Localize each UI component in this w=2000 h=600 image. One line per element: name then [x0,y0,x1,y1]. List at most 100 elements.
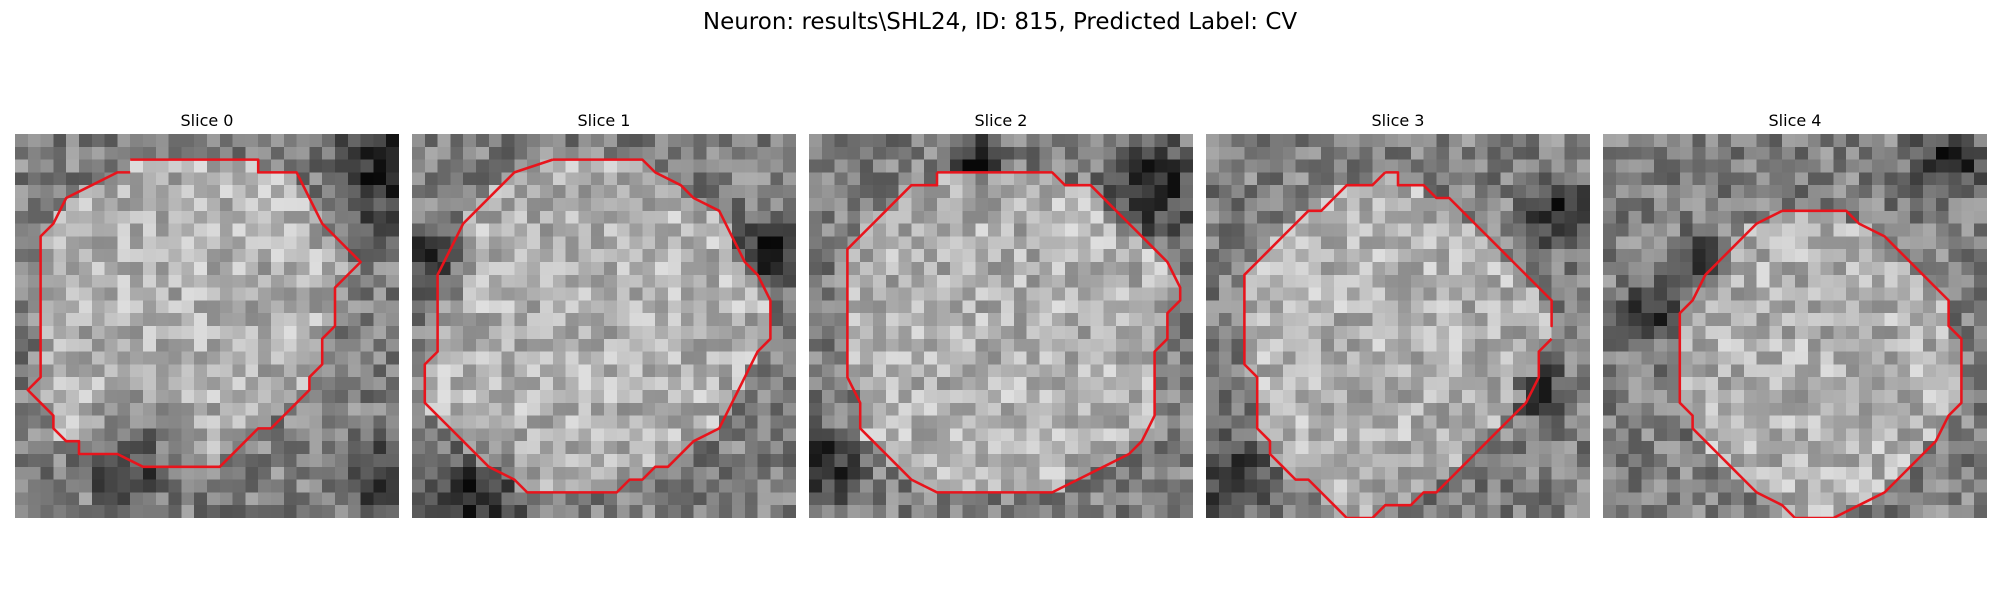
image-pixel [1487,505,1501,518]
image-pixel [1526,454,1539,467]
image-pixel [245,492,259,506]
image-pixel [1295,415,1309,429]
image-pixel [1013,236,1027,250]
image-pixel [783,364,796,378]
image-pixel [860,441,873,454]
image-pixel [360,249,374,262]
image-pixel [450,210,464,224]
image-pixel [924,466,937,480]
image-pixel [975,159,989,173]
image-pixel [476,428,489,442]
image-pixel [143,274,156,288]
image-pixel [1090,441,1104,454]
image-pixel [1039,300,1053,314]
image-pixel [962,249,976,262]
image-pixel [1731,313,1744,326]
image-pixel [412,172,425,186]
image-pixel [1974,262,1987,275]
image-pixel [693,454,707,467]
image-pixel [1859,505,1872,518]
image-pixel [271,351,284,365]
image-pixel [1244,210,1258,224]
image-pixel [476,351,489,365]
image-pixel [1603,415,1616,429]
image-pixel [860,210,873,224]
image-pixel [680,377,694,390]
image-pixel [117,287,131,301]
image-pixel [1372,223,1386,237]
image-pixel [949,479,963,493]
image-pixel [1743,185,1757,198]
image-pixel [1052,236,1065,250]
image-pixel [168,377,182,390]
image-pixel [1667,390,1680,403]
image-pixel [1769,274,1783,288]
image-pixel [155,364,169,378]
image-pixel [629,274,643,288]
image-pixel [988,223,1001,237]
image-pixel [450,505,464,518]
image-pixel [1257,402,1270,416]
image-pixel [347,402,361,416]
image-pixel [898,505,912,518]
image-pixel [117,274,131,288]
image-pixel [1871,134,1885,147]
image-pixel [1410,313,1424,326]
image-pixel [412,466,425,480]
image-pixel [655,338,668,352]
image-pixel [168,415,182,429]
image-pixel [744,351,758,365]
image-pixel [1551,146,1565,160]
image-pixel [1628,274,1642,288]
image-pixel [1321,172,1334,186]
image-pixel [1513,479,1526,493]
image-pixel [40,300,54,314]
pixel-grid [412,134,796,518]
image-pixel [783,402,796,416]
image-pixel [1500,236,1514,250]
image-pixel [1628,479,1642,493]
image-pixel [450,236,464,250]
image-pixel [15,390,28,403]
image-pixel [232,505,246,518]
image-pixel [53,210,67,224]
image-pixel [450,466,464,480]
image-pixel [642,300,656,314]
image-pixel [732,390,745,403]
image-pixel [924,364,937,378]
image-pixel [245,466,259,480]
image-pixel [1026,236,1040,250]
image-pixel [194,326,207,339]
image-pixel [924,172,937,186]
image-pixel [655,198,668,211]
image-pixel [91,262,105,275]
image-pixel [1423,236,1437,250]
image-pixel [757,198,771,211]
image-pixel [1052,287,1065,301]
image-pixel [1436,159,1450,173]
image-pixel [322,300,335,314]
image-pixel [232,377,246,390]
image-pixel [1334,415,1347,429]
image-pixel [1244,172,1258,186]
image-pixel [1564,390,1578,403]
image-pixel [1538,441,1552,454]
image-pixel [937,134,950,147]
image-pixel [1910,402,1923,416]
image-pixel [1001,466,1014,480]
image-pixel [809,313,822,326]
image-pixel [1628,210,1642,224]
image-pixel [1718,428,1731,442]
image-pixel [911,441,925,454]
image-pixel [1935,146,1949,160]
image-pixel [809,390,822,403]
image-pixel [1103,505,1117,518]
image-pixel [616,236,630,250]
image-pixel [40,274,54,288]
image-pixel [245,505,259,518]
image-pixel [501,351,515,365]
image-pixel [1065,428,1078,442]
image-pixel [488,364,502,378]
image-pixel [565,134,579,147]
image-pixel [271,210,284,224]
